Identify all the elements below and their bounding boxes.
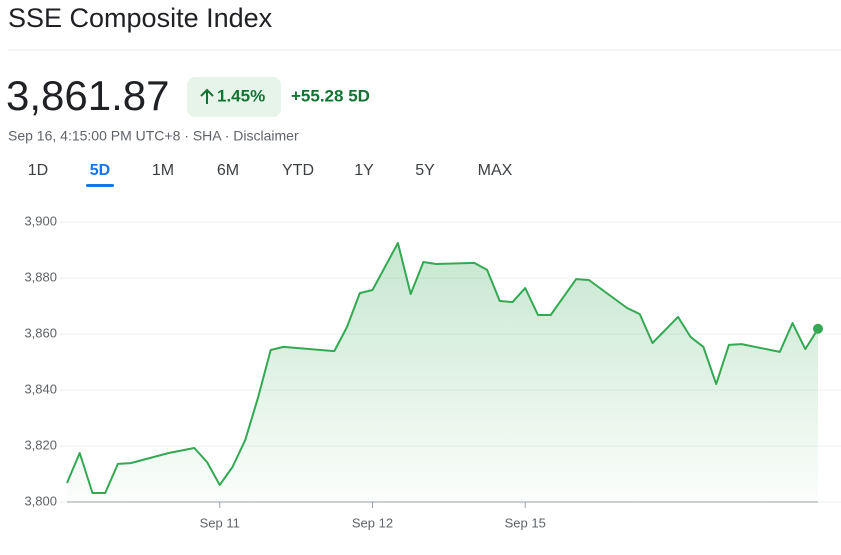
y-tick-label: 3,820 bbox=[24, 437, 57, 452]
range-tab[interactable]: 6M bbox=[217, 162, 239, 179]
range-tab[interactable]: 1M bbox=[152, 162, 174, 179]
range-tab[interactable]: MAX bbox=[478, 162, 513, 179]
range-tabs: 1D 5D 1M 6M YTD 1Y 5Y MAX bbox=[28, 162, 513, 187]
x-tick-label: Sep 15 bbox=[505, 515, 546, 530]
range-tab[interactable]: 5Y bbox=[415, 162, 435, 179]
y-tick-label: 3,880 bbox=[24, 269, 57, 284]
y-tick-label: 3,800 bbox=[24, 493, 57, 508]
tab-underline bbox=[86, 184, 114, 187]
change-badge bbox=[187, 77, 281, 117]
y-tick-label: 3,900 bbox=[24, 213, 57, 228]
plot: 3,800 3,820 3,840 3,860 3,880 3,900 Sep 11 Sep … bbox=[24, 213, 841, 530]
last-point bbox=[813, 323, 823, 334]
range-tab[interactable]: YTD bbox=[282, 162, 314, 179]
y-tick-label: 3,840 bbox=[24, 381, 57, 396]
x-tick-label: Sep 12 bbox=[352, 515, 393, 530]
range-tab[interactable]: 1D bbox=[28, 162, 48, 179]
change: +55.28 5D bbox=[291, 86, 370, 105]
x-tick-label: Sep 11 bbox=[200, 515, 240, 530]
y-tick-label: 3,860 bbox=[24, 325, 57, 340]
price: 3,861.87 bbox=[6, 72, 170, 119]
range-tab[interactable]: 5D bbox=[90, 162, 110, 179]
title: SSE Composite Index bbox=[8, 3, 273, 33]
change-percent: 1.45% bbox=[217, 86, 265, 105]
up-arrow bbox=[200, 88, 214, 104]
range-tab[interactable]: 1Y bbox=[354, 162, 374, 179]
area-fill bbox=[67, 243, 818, 502]
price-line bbox=[66, 242, 819, 494]
subline: Sep 16, 4:15:00 PM UTC+8 · SHA · Disclai… bbox=[8, 128, 299, 144]
